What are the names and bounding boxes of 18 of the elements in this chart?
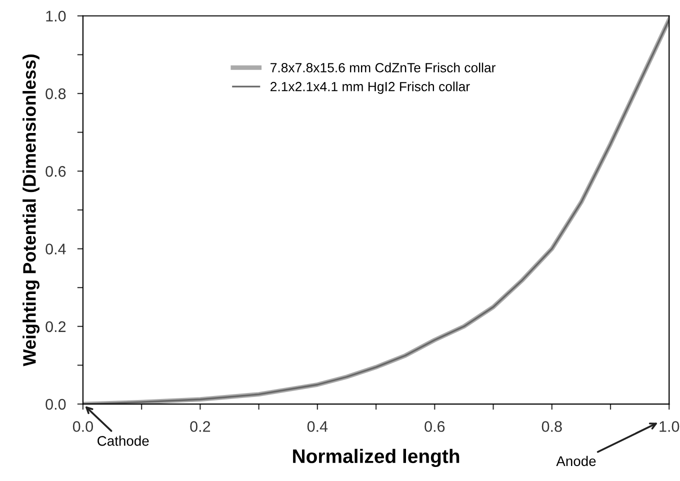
- text: Anode: [556, 456, 596, 466]
- x-tick-label: 0.4: [307, 421, 328, 432]
- y-tick-label: 0.8: [46, 88, 66, 100]
- y-tick-label: 0.0: [46, 398, 66, 410]
- y-tick-label: 0.2: [46, 321, 66, 332]
- y-tick-label: 0.6: [46, 166, 66, 177]
- x-axis-title: Normalized length: [293, 448, 460, 468]
- legend-label: 2.1x2.1x4.1 mm HgI2 Frisch collar: [270, 82, 470, 94]
- y-axis-title: Weighting Potential (Dimensionless): [22, 54, 40, 366]
- x-tick-label: 0.8: [542, 421, 562, 432]
- y-tick-label: 1.0: [46, 10, 66, 22]
- x-tick-label: 1.0: [660, 421, 680, 432]
- y-tick-label: 0.4: [46, 244, 66, 254]
- annotation: Cathode: [98, 436, 149, 446]
- x-tick-label: 0.0: [72, 421, 93, 432]
- x-tick-label: 0.2: [190, 421, 210, 432]
- x-tick-label: 0.6: [424, 421, 445, 432]
- legend-label: 7.8x7.8x15.6 mm CdZnTe Frisch collar: [270, 62, 496, 72]
